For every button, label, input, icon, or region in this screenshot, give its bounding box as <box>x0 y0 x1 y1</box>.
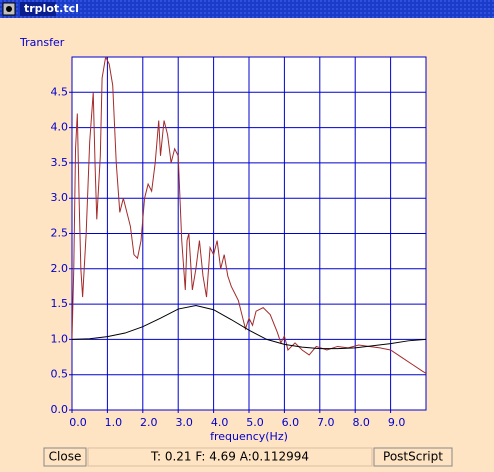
y-tick-label: 2.0 <box>51 262 69 275</box>
y-tick-label: 4.0 <box>51 121 69 134</box>
series-line <box>72 57 426 374</box>
series-line <box>72 305 426 350</box>
x-tick-label: 8.0 <box>352 416 370 429</box>
x-tick-label: 6.0 <box>282 416 300 429</box>
status-text: T: 0.21 F: 4.69 A:0.112994 <box>150 450 309 464</box>
postscript-button-label: PostScript <box>383 450 443 464</box>
y-tick-label: 0.5 <box>51 368 69 381</box>
y-tick-label: 1.0 <box>51 332 69 345</box>
y-tick-label: 3.0 <box>51 191 69 204</box>
window-menu-icon <box>6 6 12 12</box>
y-tick-label: 1.5 <box>51 297 69 310</box>
close-button-label: Close <box>49 450 82 464</box>
x-tick-label: 0.0 <box>69 416 87 429</box>
y-tick-label: 2.5 <box>51 227 69 240</box>
x-tick-label: 7.0 <box>317 416 335 429</box>
y-tick-label: 3.5 <box>51 156 69 169</box>
y-axis-label: Transfer <box>19 36 65 49</box>
close-button[interactable] <box>43 447 87 467</box>
postscript-button[interactable] <box>373 447 453 467</box>
title-bg <box>20 2 56 16</box>
x-tick-label: 2.0 <box>140 416 158 429</box>
x-axis-label: frequency(Hz) <box>210 430 288 443</box>
x-tick-label: 5.0 <box>246 416 264 429</box>
y-tick-label: 0.0 <box>51 403 69 416</box>
title-bar <box>0 0 494 18</box>
plot-border <box>71 56 427 411</box>
status-box <box>87 447 373 467</box>
y-tick-label: 4.5 <box>51 85 69 98</box>
x-tick-label: 9.0 <box>388 416 406 429</box>
window-title: trplot.tcl <box>24 2 79 15</box>
x-tick-label: 3.0 <box>175 416 193 429</box>
x-tick-label: 4.0 <box>211 416 229 429</box>
x-tick-label: 1.0 <box>105 416 123 429</box>
